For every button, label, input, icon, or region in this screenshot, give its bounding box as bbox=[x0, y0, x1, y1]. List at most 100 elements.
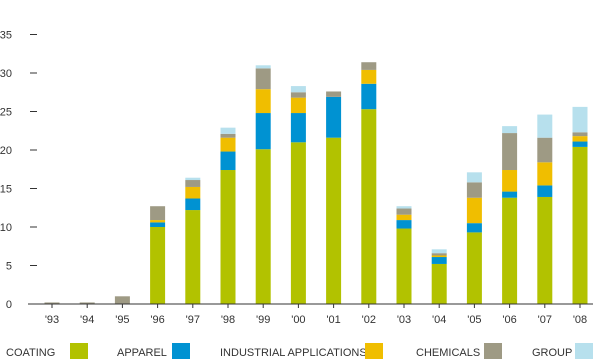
y-tick-label: 25 bbox=[0, 107, 12, 119]
bar-segment-group bbox=[466, 172, 482, 183]
bar-segment-coating bbox=[537, 196, 553, 304]
bar-segment-coating bbox=[150, 227, 166, 304]
bar-segment-chemicals bbox=[220, 133, 236, 138]
bar-segment-apparel bbox=[502, 191, 518, 198]
bar-segment-apparel bbox=[396, 220, 412, 229]
x-tick-label: '98 bbox=[221, 314, 235, 326]
legend-label: INDUSTRIAL APPLICATIONS bbox=[220, 347, 367, 359]
x-axis: '93 '94 '95 '96 '97 '98 '99 '00 '01 '02 '03 '04 '05 '… bbox=[28, 303, 593, 326]
bar-segment-chemicals bbox=[185, 180, 201, 187]
legend-label: APPAREL bbox=[117, 347, 167, 359]
legend-swatch bbox=[70, 343, 88, 359]
legend: COATING APPAREL INDUSTRIAL APPLICATIONS CHE… bbox=[6, 343, 593, 359]
bar-segment-coating bbox=[255, 149, 271, 304]
x-tick-label: '06 bbox=[502, 314, 516, 326]
bar-segment-chemicals bbox=[150, 206, 166, 221]
y-tick-label: 20 bbox=[0, 145, 12, 157]
bar-segment-apparel bbox=[326, 96, 342, 138]
bar-segment-apparel bbox=[431, 257, 447, 264]
bar-segment-coating bbox=[220, 170, 236, 304]
bar-segment-apparel bbox=[361, 83, 377, 110]
bar-segment-industrial-applications bbox=[185, 186, 201, 199]
legend-swatch bbox=[365, 343, 383, 359]
x-tick-label: '07 bbox=[538, 314, 552, 326]
bar-segment-industrial-applications bbox=[537, 162, 553, 186]
legend-label: CHEMICALS bbox=[416, 347, 480, 359]
x-tick-label: '05 bbox=[467, 314, 481, 326]
x-tick-label: '00 bbox=[291, 314, 305, 326]
bar-segment-chemicals bbox=[326, 91, 342, 97]
bar-segment-chemicals bbox=[396, 208, 412, 215]
x-tick-label: '94 bbox=[80, 314, 94, 326]
bar-segment-industrial-applications bbox=[431, 255, 447, 258]
bar-segment-chemicals bbox=[361, 62, 377, 70]
bar-segment-industrial-applications bbox=[572, 136, 588, 142]
x-tick-label: '97 bbox=[186, 314, 200, 326]
bar-segment-chemicals bbox=[537, 137, 553, 163]
bar-segment-industrial-applications bbox=[466, 197, 482, 224]
bar-segment-chemicals bbox=[114, 296, 130, 304]
bar-segment-coating bbox=[572, 146, 588, 304]
bar-segment-apparel bbox=[150, 222, 166, 227]
bar-segment-industrial-applications bbox=[396, 214, 412, 221]
y-tick-label: 35 bbox=[0, 30, 12, 42]
y-axis: 0 5 10 15 20 25 30 35 bbox=[0, 30, 37, 311]
bar-segment-coating bbox=[326, 137, 342, 304]
x-tick-label: '02 bbox=[362, 314, 376, 326]
y-tick-label: 0 bbox=[6, 299, 12, 311]
x-tick-label: '99 bbox=[256, 314, 270, 326]
bar-segment-industrial-applications bbox=[220, 137, 236, 152]
bar-segment-chemicals bbox=[466, 182, 482, 198]
legend-swatch bbox=[484, 343, 502, 359]
x-tick-label: '96 bbox=[150, 314, 164, 326]
bar-segment-coating bbox=[466, 232, 482, 304]
bar-segment-group bbox=[537, 114, 553, 138]
bar-segment-industrial-applications bbox=[255, 89, 271, 114]
bar-segment-coating bbox=[431, 263, 447, 304]
x-tick-label: '01 bbox=[326, 314, 340, 326]
bar-segment-industrial-applications bbox=[290, 97, 306, 114]
legend-swatch bbox=[575, 343, 593, 359]
bar-segment-apparel bbox=[466, 223, 482, 233]
bar-segment-coating bbox=[185, 210, 201, 304]
x-tick-label: '03 bbox=[397, 314, 411, 326]
y-tick-label: 5 bbox=[6, 261, 12, 273]
bar-segment-chemicals bbox=[44, 302, 60, 304]
bar-segment-group bbox=[290, 86, 306, 93]
bar-segment-group bbox=[431, 249, 447, 254]
bar-segment-chemicals bbox=[502, 133, 518, 171]
bar-segment-industrial-applications bbox=[150, 220, 166, 223]
x-tick-label: '95 bbox=[115, 314, 129, 326]
y-tick-label: 30 bbox=[0, 68, 12, 80]
bar-segment-coating bbox=[396, 228, 412, 304]
legend-swatch bbox=[172, 343, 190, 359]
bar-segment-chemicals bbox=[255, 68, 271, 90]
x-tick-label: '08 bbox=[573, 314, 587, 326]
bar-segment-group bbox=[396, 206, 412, 209]
legend-label: GROUP bbox=[532, 347, 572, 359]
bar-segment-apparel bbox=[255, 113, 271, 150]
bar-segment-coating bbox=[361, 109, 377, 304]
bar-segment-apparel bbox=[290, 113, 306, 143]
bar-segment-coating bbox=[502, 197, 518, 304]
bar-segment-group bbox=[572, 106, 588, 133]
bar-segment-chemicals bbox=[572, 132, 588, 137]
bar-segment-chemicals bbox=[290, 92, 306, 98]
bar-segment-chemicals bbox=[431, 253, 447, 256]
x-tick-label: '04 bbox=[432, 314, 446, 326]
bars bbox=[44, 62, 588, 304]
bar-segment-industrial-applications bbox=[361, 69, 377, 84]
bar-segment-apparel bbox=[572, 141, 588, 147]
bar-segment-chemicals bbox=[79, 302, 95, 304]
bar-segment-group bbox=[220, 127, 236, 134]
x-tick-label: '93 bbox=[45, 314, 59, 326]
legend-label: COATING bbox=[6, 347, 55, 359]
y-tick-label: 15 bbox=[0, 184, 12, 196]
bar-segment-apparel bbox=[537, 185, 553, 197]
bar-segment-apparel bbox=[220, 151, 236, 171]
y-tick-label: 10 bbox=[0, 222, 12, 234]
bar-segment-industrial-applications bbox=[502, 170, 518, 192]
bar-segment-group bbox=[185, 177, 201, 181]
